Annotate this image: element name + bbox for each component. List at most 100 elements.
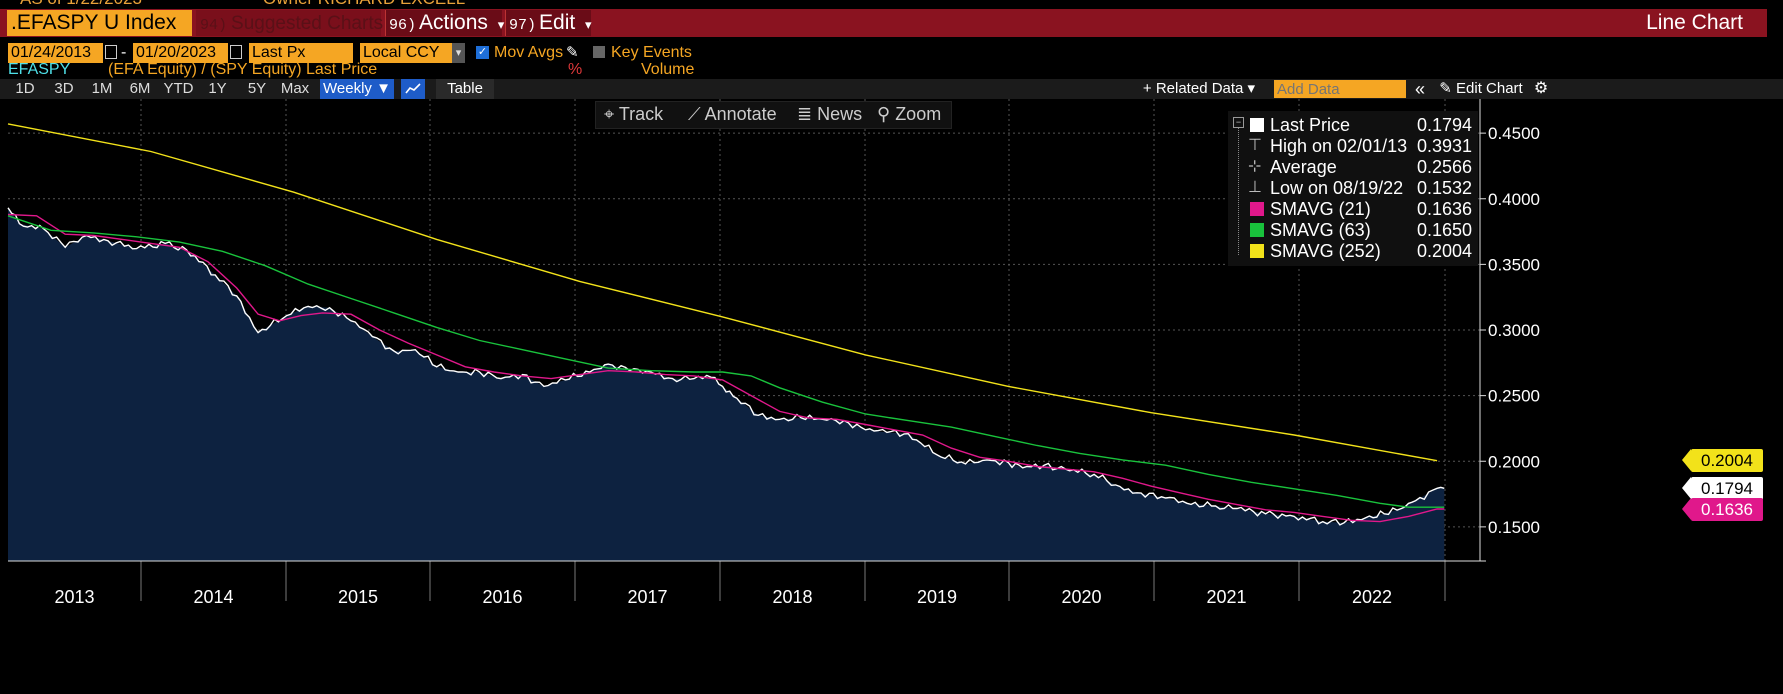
price-field-select[interactable]: Last Px (249, 43, 353, 63)
currency-dropdown-icon[interactable]: ▾ (452, 43, 465, 63)
legend-swatch (1250, 244, 1264, 258)
legend-row[interactable]: SMAVG (63) 0.1650 (1236, 219, 1472, 241)
series-line-last-price (7, 207, 1445, 526)
x-tick-label: 2014 (193, 587, 233, 607)
news-label: News (817, 104, 863, 124)
annotate-tool[interactable]: ⟋ Annotate (688, 104, 777, 124)
legend-tree-line (1238, 125, 1239, 255)
y-tick-label: 0.2000 (1488, 452, 1540, 471)
line-chart-icon[interactable] (401, 79, 425, 99)
legend-row[interactable]: ⊤ High on 02/01/13 0.3931 (1236, 135, 1472, 157)
related-data-dropdown[interactable]: + Related Data ▾ (1142, 80, 1256, 97)
security-label: EFASPY (8, 61, 71, 78)
legend-high-icon: ⊤ (1248, 137, 1262, 154)
edit-chart-button[interactable]: ✎ Edit Chart (1436, 79, 1526, 99)
volume-label: Volume (641, 61, 695, 78)
track-tool[interactable]: ⌖ Track (604, 104, 663, 124)
chart-svg: 0.4500 0.4000 0.3500 0.3000 0.2500 0.2000 0.15… (7, 99, 1540, 607)
x-tick-label: 2020 (1061, 587, 1101, 607)
key-events-checkbox[interactable] (593, 46, 605, 58)
edit-tag: 97) (509, 17, 537, 34)
legend-avg-icon: ⊹ (1248, 158, 1262, 175)
series-line-smavg-21- (7, 213, 1445, 523)
legend-label: Average (1270, 157, 1337, 177)
last-value-tag: 0.1636 (1682, 497, 1763, 521)
currency-select[interactable]: Local CCY (360, 43, 452, 63)
end-date-field[interactable]: 01/20/2023 (133, 43, 228, 63)
legend-value: 0.1532 (1416, 178, 1472, 198)
key-events-label[interactable]: Key Events (611, 44, 692, 61)
end-calendar-icon[interactable] (230, 45, 242, 59)
legend-label: SMAVG (252) (1270, 241, 1381, 261)
x-tick-label: 2015 (338, 587, 378, 607)
legend-value: 0.2004 (1416, 241, 1472, 261)
news-tool[interactable]: ≣ News (797, 104, 862, 124)
y-tick-label: 0.4500 (1488, 124, 1540, 143)
legend-swatch (1250, 118, 1264, 132)
track-label: Track (618, 104, 664, 124)
percent-indicator: % (568, 61, 583, 78)
x-tick-label: 2017 (627, 587, 667, 607)
legend-value: 0.3931 (1416, 136, 1472, 156)
add-data-input[interactable] (1274, 80, 1406, 98)
settings-gear-icon[interactable]: ⚙ (1533, 80, 1549, 97)
period-1d-button[interactable]: 1D (15, 80, 35, 97)
legend-box: Last Price 0.1794 ⊤ High on 02/01/13 0.3931 ⊹… (1228, 111, 1478, 266)
zoom-tool[interactable]: ⚲ Zoom (877, 104, 941, 124)
x-tick-label: 2019 (917, 587, 957, 607)
last-value-tag: 0.1794 (1682, 476, 1763, 500)
edit-chart-label: Edit Chart (1456, 80, 1523, 97)
start-date-field[interactable]: 01/24/2013 (8, 43, 103, 63)
x-tick-label: 2016 (482, 587, 522, 607)
owner-text: Owner RICHARD EXCELL (263, 0, 465, 8)
y-tick-label: 0.4000 (1488, 190, 1540, 209)
actions-tag: 96) (389, 17, 417, 34)
legend-value: 0.1794 (1416, 115, 1472, 135)
period-3d-button[interactable]: 3D (54, 80, 74, 97)
period-6m-button[interactable]: 6M (129, 80, 151, 97)
ticker-field[interactable]: .EFASPY U Index (7, 10, 192, 36)
y-tick-label: 0.3000 (1488, 321, 1540, 340)
annotate-pen-icon: ⟋ (688, 104, 705, 124)
crosshair-icon: ⌖ (604, 104, 619, 124)
legend-row[interactable]: Last Price 0.1794 (1236, 114, 1472, 136)
top-cut-row: AS of 1/22/2023 Owner RICHARD EXCELL (0, 0, 1783, 8)
legend-row[interactable]: SMAVG (21) 0.1636 (1236, 198, 1472, 220)
edit-button[interactable]: 97) Edit ▾ (505, 10, 592, 36)
zoom-label: Zoom (895, 104, 942, 124)
actions-chevron-icon: ▾ (497, 17, 505, 32)
legend-label: SMAVG (21) (1270, 199, 1371, 219)
legend-row[interactable]: ⊹ Average 0.2566 (1236, 156, 1472, 178)
annotate-label: Annotate (704, 104, 777, 124)
start-calendar-icon[interactable] (105, 45, 117, 59)
collapse-double-chevron-icon[interactable]: « (1414, 79, 1425, 99)
date-separator: - (121, 44, 127, 61)
x-tick-label: 2013 (54, 587, 94, 607)
y-tick-label: 0.3500 (1488, 255, 1540, 274)
period-1y-button[interactable]: 1Y (208, 80, 227, 97)
mov-avgs-label[interactable]: Mov Avgs (494, 44, 564, 61)
legend-row[interactable]: SMAVG (252) 0.2004 (1236, 240, 1472, 262)
legend-row[interactable]: ⊥ Low on 08/19/22 0.1532 (1236, 177, 1472, 199)
legend-collapse-icon[interactable]: − (1233, 117, 1244, 128)
period-max-button[interactable]: Max (280, 80, 310, 97)
y-tick-label: 0.1500 (1488, 518, 1540, 537)
y-tick-label: 0.2500 (1488, 387, 1540, 406)
suggested-charts-button[interactable]: 94) Suggested Charts (196, 10, 383, 36)
frequency-weekly-dropdown[interactable]: Weekly ▼ (320, 79, 394, 99)
period-ytd-button[interactable]: YTD (163, 80, 194, 97)
legend-value: 0.2566 (1416, 157, 1472, 177)
pencil-icon[interactable]: ✎ (566, 44, 579, 61)
security-description: (EFA Equity) / (SPY Equity) Last Price (108, 61, 378, 78)
mov-avgs-checkbox[interactable]: ✓ (476, 46, 489, 59)
period-1m-button[interactable]: 1M (91, 80, 113, 97)
actions-button[interactable]: 96) Actions ▾ (385, 10, 505, 36)
actions-label: Actions (419, 11, 488, 34)
legend-low-icon: ⊥ (1248, 179, 1262, 196)
period-5y-button[interactable]: 5Y (247, 80, 267, 97)
legend-swatch (1250, 223, 1264, 237)
chart-type-title: Line Chart (1646, 11, 1743, 34)
table-view-button[interactable]: Table (436, 79, 494, 99)
legend-label: Last Price (1270, 115, 1351, 135)
x-tick-label: 2022 (1352, 587, 1392, 607)
